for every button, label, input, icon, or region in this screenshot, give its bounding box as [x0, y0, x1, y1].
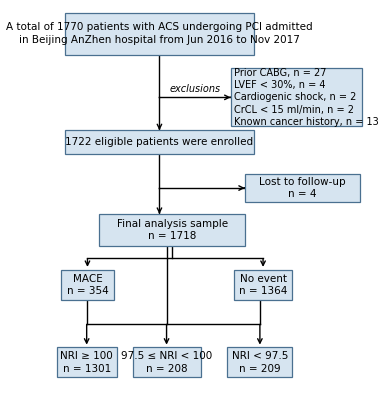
Text: No event
n = 1364: No event n = 1364 [239, 274, 287, 296]
Text: Final analysis sample
n = 1718: Final analysis sample n = 1718 [116, 219, 228, 241]
FancyBboxPatch shape [234, 270, 292, 300]
FancyBboxPatch shape [245, 174, 360, 202]
FancyBboxPatch shape [231, 68, 362, 126]
Text: Lost to follow-up
n = 4: Lost to follow-up n = 4 [259, 177, 346, 199]
FancyBboxPatch shape [62, 270, 113, 300]
FancyBboxPatch shape [57, 348, 117, 377]
Text: 1722 eligible patients were enrolled: 1722 eligible patients were enrolled [65, 137, 253, 147]
Text: 97.5 ≤ NRI < 100
n = 208: 97.5 ≤ NRI < 100 n = 208 [121, 351, 212, 374]
Text: exclusions: exclusions [170, 84, 221, 94]
Text: NRI < 97.5
n = 209: NRI < 97.5 n = 209 [232, 351, 288, 374]
FancyBboxPatch shape [133, 348, 200, 377]
Text: NRI ≥ 100
n = 1301: NRI ≥ 100 n = 1301 [60, 351, 113, 374]
Text: A total of 1770 patients with ACS undergoing PCI admitted
in Beijing AnZhen hosp: A total of 1770 patients with ACS underg… [6, 22, 313, 45]
FancyBboxPatch shape [65, 13, 254, 54]
Text: MACE
n = 354: MACE n = 354 [67, 274, 108, 296]
FancyBboxPatch shape [65, 130, 254, 154]
Text: Prior CABG, n = 27
LVEF < 30%, n = 4
Cardiogenic shock, n = 2
CrCL < 15 ml/min, : Prior CABG, n = 27 LVEF < 30%, n = 4 Car… [235, 68, 379, 127]
FancyBboxPatch shape [228, 348, 292, 377]
FancyBboxPatch shape [99, 214, 245, 246]
